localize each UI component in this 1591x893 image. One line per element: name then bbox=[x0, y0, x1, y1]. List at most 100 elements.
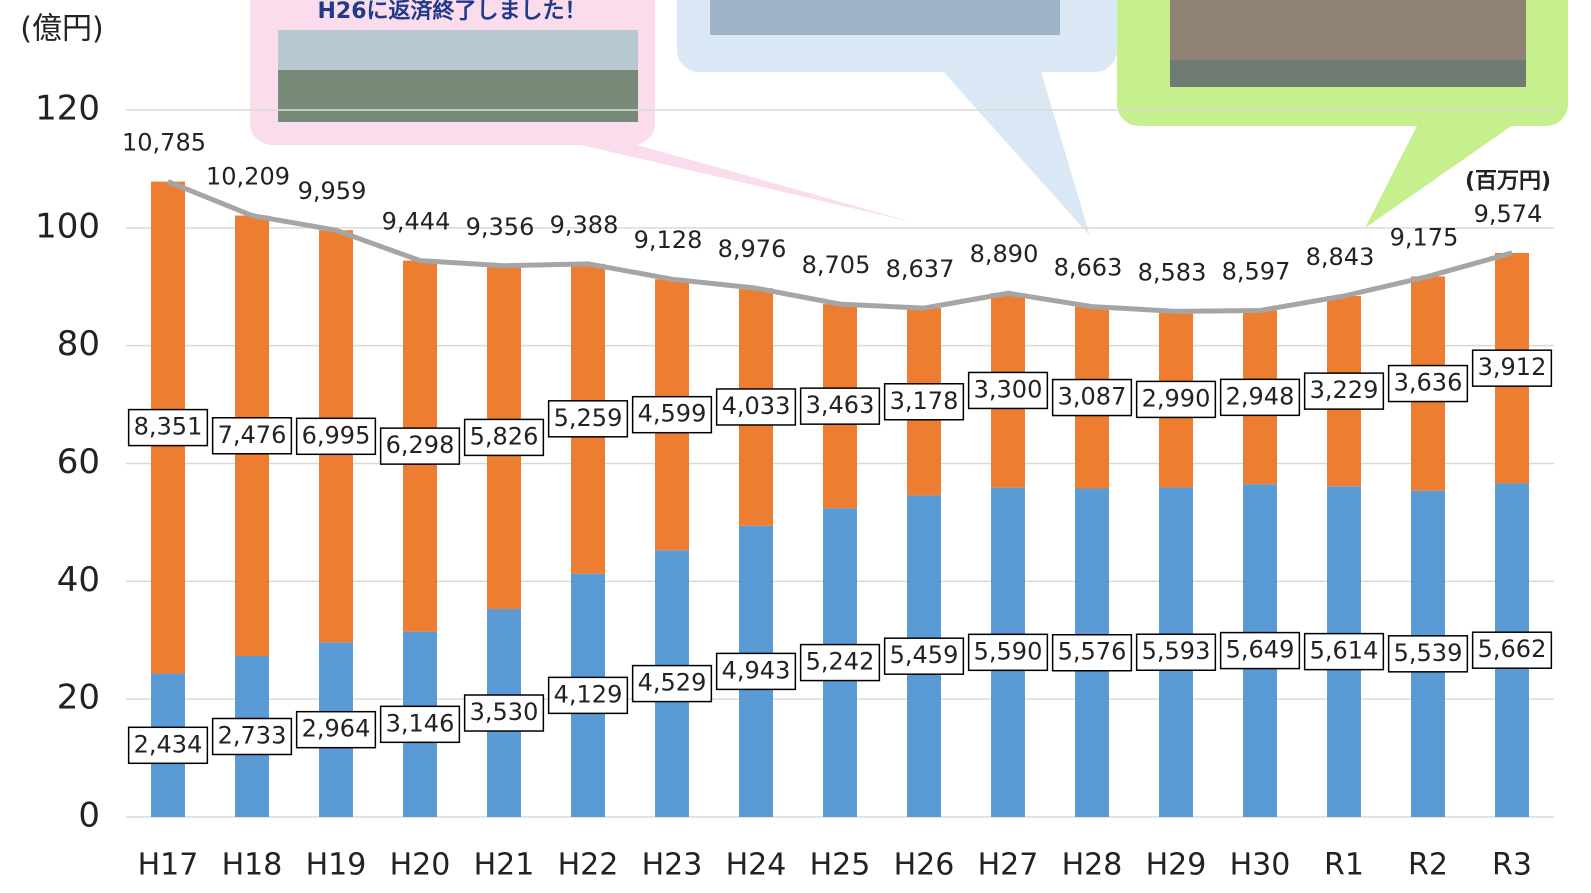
data-label: 5,826 bbox=[470, 422, 539, 450]
data-label: 7,476 bbox=[218, 421, 287, 449]
data-label: 2,434 bbox=[134, 730, 203, 758]
x-tick-label: R2 bbox=[1408, 848, 1448, 883]
data-label-box bbox=[295, 417, 377, 456]
data-label-box bbox=[799, 643, 881, 682]
data-label: 3,087 bbox=[1058, 383, 1127, 411]
x-tick-label: H19 bbox=[306, 848, 367, 883]
data-label: 5,593 bbox=[1142, 637, 1211, 665]
total-label: 9,175 bbox=[1390, 223, 1459, 251]
data-label-box bbox=[1051, 633, 1133, 672]
x-tick-label: H24 bbox=[726, 848, 787, 883]
x-tick-label: H21 bbox=[474, 848, 535, 883]
data-label-box bbox=[127, 726, 209, 765]
y-tick-label: 80 bbox=[57, 324, 100, 364]
data-label-box bbox=[799, 387, 881, 425]
data-label: 3,300 bbox=[974, 375, 1043, 403]
data-label: 5,539 bbox=[1394, 639, 1463, 667]
data-label-box bbox=[547, 400, 629, 438]
callout-green bbox=[1117, 0, 1568, 228]
x-tick-label: H27 bbox=[978, 848, 1039, 883]
data-label-box bbox=[1051, 378, 1133, 417]
callout-pink bbox=[250, 0, 912, 222]
data-label: 4,129 bbox=[554, 680, 623, 708]
callout-blue bbox=[677, 0, 1117, 236]
data-label-box bbox=[967, 371, 1049, 410]
data-label-box bbox=[715, 388, 797, 426]
x-tick-label: H26 bbox=[894, 848, 955, 883]
total-label: 8,843 bbox=[1306, 243, 1375, 271]
data-label-box bbox=[1135, 380, 1217, 419]
total-line bbox=[167, 179, 1513, 314]
data-label: 2,964 bbox=[302, 715, 371, 743]
x-tick-label: H17 bbox=[138, 848, 199, 883]
y-tick-label: 20 bbox=[57, 678, 100, 718]
data-label: 4,943 bbox=[722, 656, 791, 684]
total-label: 9,388 bbox=[550, 211, 619, 239]
data-label-box bbox=[211, 717, 293, 756]
unit-note: (百万円) bbox=[1465, 169, 1551, 194]
x-tick-label: R3 bbox=[1492, 848, 1532, 883]
y-tick-label: 60 bbox=[57, 442, 100, 482]
total-label: 8,637 bbox=[886, 255, 955, 283]
data-label: 3,146 bbox=[386, 709, 455, 737]
data-label-box bbox=[631, 664, 713, 703]
data-label-box bbox=[463, 694, 545, 732]
data-label-box bbox=[883, 637, 965, 675]
y-tick-label: 120 bbox=[35, 89, 100, 129]
data-label: 3,178 bbox=[890, 387, 959, 415]
data-label-box bbox=[631, 395, 713, 434]
callout-text: H26に返済終了しました！ bbox=[317, 0, 586, 24]
x-tick-label: H22 bbox=[558, 848, 619, 883]
data-label-box bbox=[463, 418, 545, 457]
total-label: 9,356 bbox=[466, 213, 535, 241]
data-label: 3,636 bbox=[1394, 369, 1463, 397]
x-tick-label: H29 bbox=[1146, 848, 1207, 883]
y-tick-label: 40 bbox=[57, 560, 100, 600]
total-label: 9,574 bbox=[1474, 200, 1543, 228]
data-label-box bbox=[1219, 378, 1301, 417]
total-label: 8,890 bbox=[970, 240, 1039, 268]
data-label: 2,948 bbox=[1226, 382, 1295, 410]
data-label: 3,912 bbox=[1478, 353, 1547, 381]
data-label-box bbox=[1303, 632, 1385, 671]
data-label-box bbox=[967, 633, 1049, 672]
data-label-box bbox=[127, 408, 209, 447]
data-label: 5,614 bbox=[1310, 637, 1379, 665]
y-axis-label: (億円) bbox=[20, 12, 103, 47]
data-label: 2,990 bbox=[1142, 384, 1211, 412]
data-label: 5,649 bbox=[1226, 636, 1295, 664]
x-tick-label: H20 bbox=[390, 848, 451, 883]
data-label-box bbox=[1471, 631, 1553, 669]
data-label: 4,599 bbox=[638, 400, 707, 428]
data-label: 4,033 bbox=[722, 392, 791, 420]
total-label: 8,663 bbox=[1054, 254, 1123, 282]
data-label-box bbox=[1219, 631, 1301, 670]
data-label-box bbox=[883, 383, 965, 421]
x-tick-label: R1 bbox=[1324, 848, 1364, 883]
total-label: 8,705 bbox=[802, 251, 871, 279]
data-label-box bbox=[379, 705, 461, 744]
x-tick-label: H23 bbox=[642, 848, 703, 883]
total-label: 9,128 bbox=[634, 226, 703, 254]
data-label: 5,662 bbox=[1478, 635, 1547, 663]
data-label: 6,298 bbox=[386, 431, 455, 459]
x-tick-label: H30 bbox=[1230, 848, 1291, 883]
y-tick-label: 100 bbox=[35, 206, 100, 246]
data-label-box bbox=[1303, 372, 1385, 410]
data-label: 3,463 bbox=[806, 391, 875, 419]
y-tick-label: 0 bbox=[78, 796, 100, 836]
x-tick-label: H28 bbox=[1062, 848, 1123, 883]
data-label: 5,590 bbox=[974, 637, 1043, 665]
data-label: 4,529 bbox=[638, 669, 707, 697]
data-label: 8,351 bbox=[134, 413, 203, 441]
data-label: 5,242 bbox=[806, 648, 875, 676]
data-label: 3,530 bbox=[470, 698, 539, 726]
data-label: 2,733 bbox=[218, 721, 287, 749]
data-label-box bbox=[379, 427, 461, 465]
total-label: 8,597 bbox=[1222, 257, 1291, 285]
data-label-box bbox=[1135, 633, 1217, 671]
data-label-box bbox=[1387, 364, 1469, 403]
data-label-box bbox=[295, 710, 377, 749]
data-label-box bbox=[1471, 349, 1553, 387]
